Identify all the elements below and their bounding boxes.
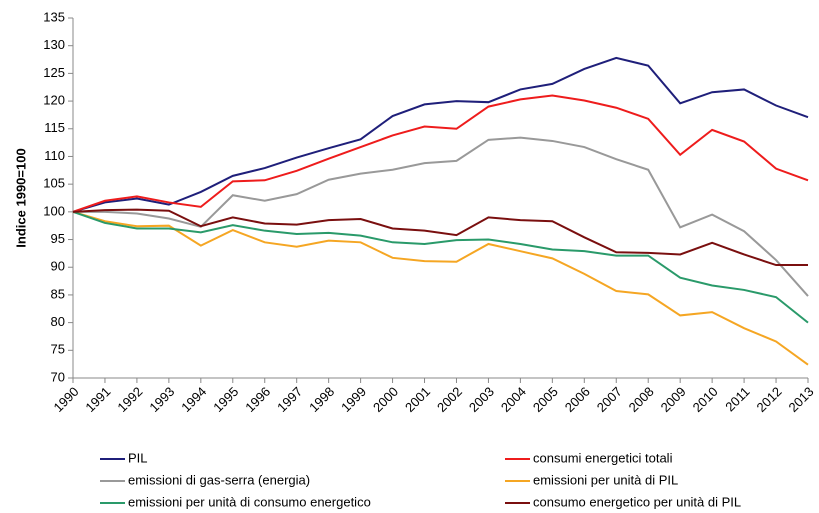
x-tick-label: 2011 [722,384,752,414]
y-tick-label: 110 [44,148,65,163]
x-tick-label: 2013 [785,384,816,415]
series-line [72,56,809,213]
series-line [73,136,809,297]
legend-label: emissioni per unità di consumo energetic… [128,494,371,509]
x-tick-label: 2009 [658,384,689,415]
legend-label: PIL [128,450,148,465]
x-tick-label: 2010 [690,384,721,415]
x-tick-label: 2000 [370,384,401,415]
x-tick-label: 2001 [402,384,433,415]
legend-label: consumo energetico per unità di PIL [533,494,741,509]
series-line [72,210,809,366]
y-tick-label: 135 [43,9,65,24]
y-tick-label: 100 [43,203,65,218]
y-tick-label: 120 [43,93,65,108]
legend-label: emissioni per unità di PIL [533,472,678,487]
y-tick-label: 105 [43,176,65,191]
x-tick-label: 2004 [498,384,529,415]
y-tick-label: 115 [44,120,65,135]
x-tick-label: 2006 [562,384,593,415]
legend-label: consumi energetici totali [533,450,673,465]
y-tick-label: 80 [51,314,65,329]
series-line [72,210,809,324]
y-tick-label: 95 [51,231,65,246]
y-tick-label: 90 [51,259,65,274]
series-line [72,208,808,267]
x-tick-label: 2008 [626,384,657,415]
x-tick-label: 2012 [754,384,785,415]
x-tick-label: 2002 [434,384,465,415]
x-tick-label: 1999 [338,384,369,415]
x-tick-label: 1993 [146,384,177,415]
x-tick-label: 1998 [306,384,337,415]
y-tick-label: 75 [51,342,65,357]
x-tick-label: 2003 [466,384,497,415]
x-tick-label: 1995 [210,384,241,415]
x-tick-label: 2005 [530,384,561,415]
x-tick-label: 1992 [114,384,145,415]
series-line [72,94,809,213]
x-tick-label: 1996 [242,384,273,415]
x-tick-label: 1997 [274,384,305,415]
y-tick-label: 125 [43,65,65,80]
y-tick-label: 85 [51,286,65,301]
legend-label: emissioni di gas-serra (energia) [128,472,310,487]
y-tick-label: 70 [51,369,65,384]
y-tick-label: 130 [43,37,65,52]
x-tick-label: 1990 [50,384,81,415]
y-axis-label: Indice 1990=100 [13,148,28,247]
x-tick-label: 1991 [82,384,113,415]
x-tick-label: 2007 [594,384,625,415]
x-tick-label: 1994 [178,384,209,415]
